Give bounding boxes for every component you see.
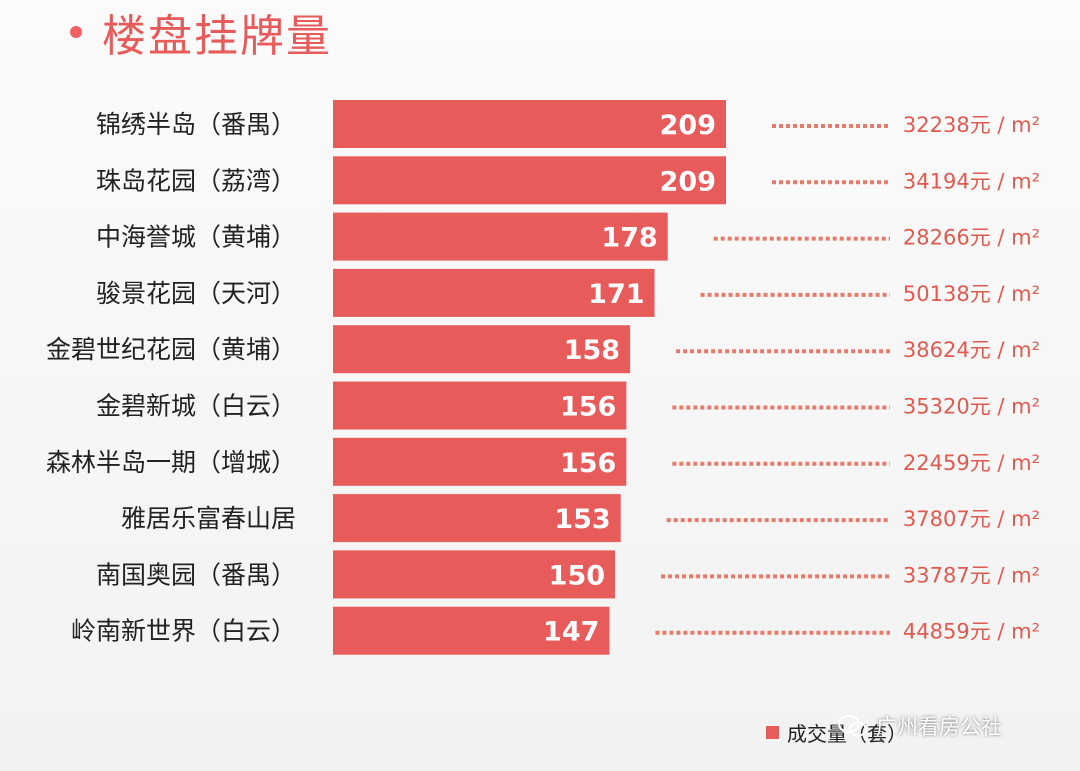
legend-label: 成交量（套） [787, 721, 907, 746]
bar [333, 550, 616, 599]
value-label: 209 [660, 110, 716, 141]
value-label: 156 [560, 448, 616, 479]
price-annotation: 35320元 / m² [903, 395, 1040, 419]
watermark: 广州看房公社 [838, 706, 1002, 746]
bar [333, 381, 627, 430]
bar [333, 156, 726, 205]
bar [333, 606, 610, 655]
legend-swatch [766, 725, 779, 739]
price-annotation: 28266元 / m² [903, 226, 1040, 250]
value-label: 171 [588, 279, 644, 310]
price-annotation: 37807元 / m² [903, 507, 1040, 531]
bar [333, 212, 668, 261]
wechat-icon [838, 715, 867, 737]
category-label: 中海誉城（黄埔） [96, 223, 296, 252]
category-label: 森林半岛一期（增城） [46, 448, 296, 477]
price-annotation: 38624元 / m² [903, 338, 1040, 362]
price-annotation: 22459元 / m² [903, 451, 1040, 475]
price-annotation: 33787元 / m² [903, 563, 1040, 587]
value-label: 209 [660, 166, 716, 197]
category-label: 骏景花园（天河） [96, 279, 296, 308]
category-label: 金碧新城（白云） [96, 392, 296, 421]
value-label: 158 [564, 335, 620, 366]
category-label: 雅居乐富春山居 [121, 504, 296, 533]
bar [333, 100, 726, 148]
price-annotation: 44859元 / m² [903, 620, 1040, 644]
watermark-text: 广州看房公社 [876, 715, 1002, 739]
chart-title: 楼盘挂牌量 [102, 11, 332, 62]
bar [333, 437, 627, 486]
value-label: 147 [543, 617, 599, 648]
value-label: 153 [554, 504, 610, 535]
category-label: 金碧世纪花园（黄埔） [46, 335, 296, 364]
title-bullet [70, 26, 82, 38]
category-label: 珠岛花园（荔湾） [96, 166, 296, 195]
value-label: 178 [601, 223, 657, 254]
category-label: 锦绣半岛（番禺） [96, 110, 296, 139]
value-label: 156 [560, 392, 616, 423]
bar [333, 325, 631, 374]
bar [333, 268, 655, 317]
title-row: 楼盘挂牌量 [70, 4, 332, 62]
value-label: 150 [549, 560, 605, 591]
legend: 成交量（套） [766, 712, 907, 752]
category-label: 南国奥园（番禺） [96, 560, 296, 589]
category-label: 岭南新世界（白云） [71, 617, 296, 646]
price-annotation: 34194元 / m² [903, 169, 1040, 193]
price-annotation: 50138元 / m² [903, 282, 1040, 306]
bar [333, 494, 621, 543]
price-annotation: 32238元 / m² [903, 113, 1040, 137]
